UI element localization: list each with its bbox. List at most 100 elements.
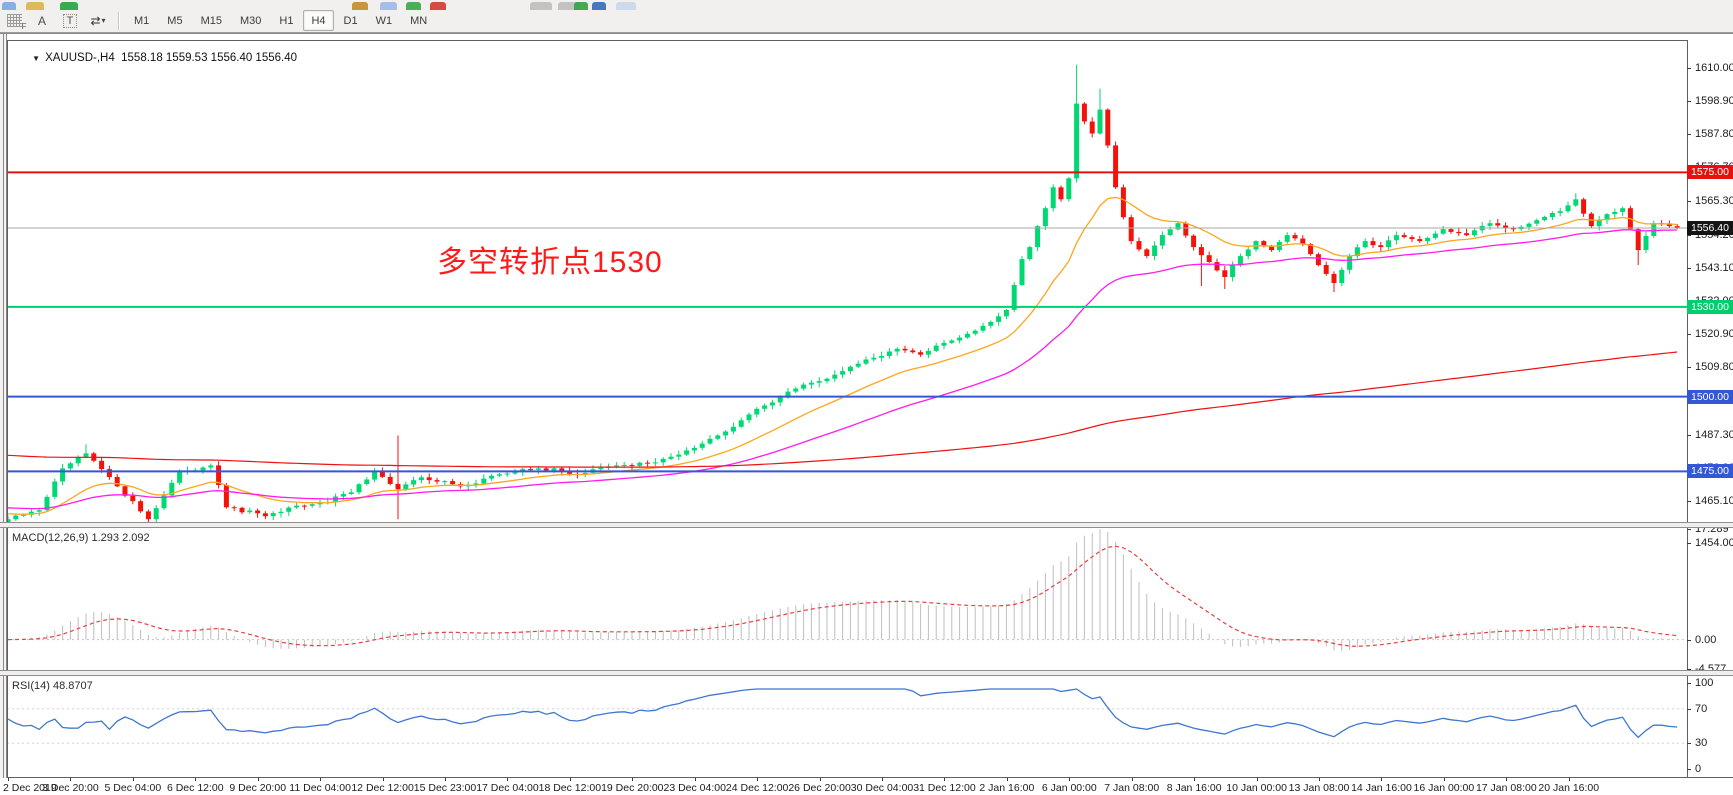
candle-up <box>161 495 167 509</box>
candle-up <box>925 350 931 355</box>
candle-up <box>1035 226 1041 248</box>
text-label-tool-icon[interactable]: T <box>59 11 81 30</box>
grid-properties-icon[interactable]: F <box>3 11 27 31</box>
candle-up <box>1573 199 1579 206</box>
candle-down <box>1136 241 1142 250</box>
candle-down <box>450 481 456 485</box>
candle-up <box>754 408 760 415</box>
text-tool-icon[interactable]: A <box>37 13 46 28</box>
candle-up <box>933 345 939 351</box>
price-tick <box>1687 134 1691 136</box>
toolbar: F A T ⇄ ▾ M1 M5 M15 M30 H1 H4 D1 W1 MN <box>0 0 1733 33</box>
ma-slow-line[interactable] <box>7 351 1678 468</box>
candle-down <box>1058 187 1064 200</box>
toolbar-icon-fragment <box>574 2 588 10</box>
macd-value-main: 1.293 <box>91 532 120 544</box>
date-label: 16 Jan 00:00 <box>1413 782 1475 794</box>
candle-down <box>255 510 261 514</box>
candle-up <box>730 426 736 432</box>
rsi-axis-tick <box>1687 708 1691 710</box>
rsi-pane[interactable] <box>7 676 1687 777</box>
candle-up <box>418 477 424 481</box>
date-label: 13 Jan 08:00 <box>1288 782 1350 794</box>
candle-down <box>262 513 268 517</box>
chart-annotation-text[interactable]: 多空转折点1530 <box>437 246 663 279</box>
candle-up <box>941 342 947 346</box>
date-axis[interactable]: 2 Dec 2019 3 Dec 20:00 5 Dec 04:00 6 Dec 12… <box>0 778 1733 795</box>
ma-mid-line[interactable] <box>7 229 1678 510</box>
candle-down <box>1456 231 1462 234</box>
price-axis[interactable]: 1610.001598.901587.801576.701565.301554.… <box>1687 34 1733 777</box>
candle-down <box>1448 229 1454 232</box>
candle-down <box>395 483 401 490</box>
price-label: 1520.90 <box>1695 328 1733 341</box>
candle-up <box>208 465 214 468</box>
price-tick <box>1687 67 1691 69</box>
price-label: 1587.80 <box>1695 128 1733 141</box>
arrow-tools-icon[interactable]: ⇄ ▾ <box>87 11 109 30</box>
candle-up <box>1386 240 1392 248</box>
timeframe-button-mn[interactable]: MN <box>410 14 428 27</box>
candle-up <box>1230 265 1236 277</box>
price-badge-1556.40: 1556.40 <box>1687 220 1733 235</box>
candle-down <box>1144 249 1150 256</box>
pane-left-border <box>7 40 8 778</box>
rsi-axis-tick <box>1687 769 1691 770</box>
date-label: 20 Jan 16:00 <box>1538 782 1600 794</box>
candle-down <box>1581 199 1587 214</box>
candle-up <box>613 465 619 467</box>
macd-pane[interactable] <box>7 528 1687 670</box>
date-label: 15 Dec 23:00 <box>413 782 477 794</box>
macd-value-signal: 2.092 <box>122 532 150 544</box>
candle-down <box>1261 241 1267 247</box>
date-tick <box>195 778 197 781</box>
candle-down <box>1120 187 1126 218</box>
timeframe-button-m5[interactable]: M5 <box>167 14 183 27</box>
candle-down <box>1214 262 1220 271</box>
rsi-axis-tick <box>1687 743 1691 745</box>
candle-up <box>1097 109 1103 134</box>
candle-up <box>996 316 1002 322</box>
candle-up <box>980 325 986 331</box>
ma-fast-line[interactable] <box>7 196 1678 515</box>
rsi-line[interactable] <box>7 688 1678 739</box>
candle-up <box>621 465 627 466</box>
pane-separator-rsi[interactable] <box>0 670 1733 676</box>
timeframe-button-d1[interactable]: D1 <box>343 14 358 27</box>
candle-down <box>1464 233 1470 236</box>
candle-up <box>169 482 175 496</box>
timeframe-button-m15[interactable]: M15 <box>200 14 222 27</box>
chart-symbol-period: XAUUSD-,H4 <box>45 52 115 64</box>
candle-up <box>637 462 643 466</box>
toolbar-icon-fragment <box>352 2 368 10</box>
candle-up <box>676 454 682 457</box>
date-tick <box>320 778 322 781</box>
timeframe-button-m1[interactable]: M1 <box>134 14 150 27</box>
toolbar-icon-fragment <box>60 2 78 10</box>
pane-separator-macd[interactable] <box>0 522 1733 528</box>
candle-down <box>1378 245 1384 248</box>
price-label: 1543.10 <box>1695 261 1733 274</box>
candle-up <box>44 496 50 511</box>
candle-up <box>1237 256 1243 266</box>
candle-up <box>551 468 557 471</box>
timeframe-button-w1[interactable]: W1 <box>375 14 393 27</box>
timeframe-button-h4[interactable]: H4 <box>303 10 334 31</box>
candle-up <box>1542 216 1548 221</box>
candle-down <box>231 507 237 509</box>
candle-down <box>138 501 144 512</box>
candle-up <box>847 366 853 372</box>
macd-label: MACD(12,26,9) 1.293 2.092 <box>12 532 150 544</box>
price-label: 1487.30 <box>1695 428 1733 441</box>
main-price-pane[interactable] <box>7 40 1687 522</box>
candle-up <box>1620 208 1626 212</box>
date-tick <box>1069 778 1071 781</box>
price-tick <box>1687 434 1691 436</box>
candle-down <box>1206 255 1212 262</box>
symbol-dropdown-icon[interactable]: ▼ <box>32 54 41 63</box>
timeframe-button-h1[interactable]: H1 <box>279 14 294 27</box>
timeframe-button-m30[interactable]: M30 <box>239 14 262 27</box>
date-tick <box>632 778 634 781</box>
candle-up <box>153 508 159 520</box>
